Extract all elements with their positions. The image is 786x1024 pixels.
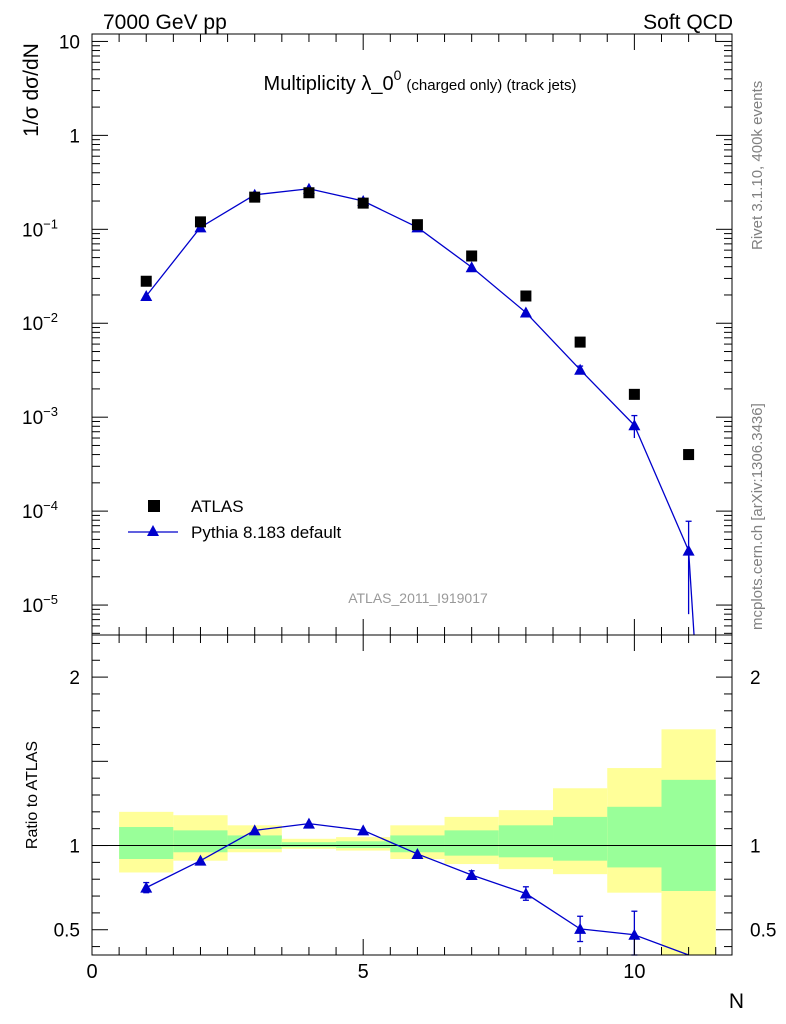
atlas-point <box>140 275 152 287</box>
main-plot-frame <box>91 33 733 636</box>
mcplots-source-label: mcplots.cern.ch [arXiv:1306.3436] <box>749 403 766 630</box>
main-y-axis-label: 1/σ dσ/dN <box>20 43 43 137</box>
atlas-point <box>249 191 261 203</box>
pythia-point <box>682 544 695 556</box>
header-energy-label: 7000 GeV pp <box>103 11 227 34</box>
x-tick-label: 5 <box>358 961 369 983</box>
main-y-tick-label: 10−1 <box>22 216 58 241</box>
ratio-inner-band <box>498 825 554 858</box>
ratio-point <box>628 928 641 940</box>
atlas-point <box>520 290 532 302</box>
ratio-inner-band <box>336 841 391 849</box>
main-y-tick-label: 10−4 <box>22 498 58 523</box>
rivet-version-label: Rivet 3.1.10, 400k events <box>749 81 766 250</box>
main-y-tick-label: 10−3 <box>22 404 58 429</box>
plot-title-superscript: 0 <box>394 67 402 83</box>
ratio-y-tick-label-right: 2 <box>750 668 761 689</box>
plot-title-suffix: (charged only) (track jets) <box>406 77 576 94</box>
ratio-axis-ticks <box>91 635 732 955</box>
atlas-point <box>194 216 206 228</box>
ratio-y-tick-label: 1 <box>69 837 80 858</box>
pythia-point <box>140 290 153 302</box>
ratio-tick-labels: 0.5 0.5 1 1 2 2 0 5 10 <box>54 668 777 983</box>
pythia-curve <box>145 188 695 636</box>
main-y-tick-label: 10 <box>59 32 80 53</box>
ratio-point <box>357 824 370 836</box>
header-category-label: Soft QCD <box>643 11 733 34</box>
ratio-uncertainty-bands <box>119 729 716 955</box>
legend: ATLAS Pythia 8.183 default <box>128 497 342 542</box>
pythia-point <box>519 306 532 318</box>
ratio-point <box>465 869 478 880</box>
atlas-point <box>574 336 586 348</box>
ratio-point <box>248 824 261 836</box>
ratio-inner-band <box>444 830 499 856</box>
legend-pythia-marker <box>147 525 159 536</box>
ratio-point <box>302 817 315 829</box>
atlas-point <box>628 388 640 400</box>
ratio-point <box>411 847 424 859</box>
atlas-point <box>466 250 478 262</box>
ratio-y-axis-label: Ratio to ATLAS <box>24 741 41 849</box>
pythia-point <box>628 419 641 431</box>
ratio-plot-panel: 0.5 0.5 1 1 2 2 0 5 10 Ratio to ATLAS N <box>24 634 777 1013</box>
ratio-point <box>194 854 207 866</box>
main-y-tick-label: 10−2 <box>22 310 58 335</box>
x-tick-label: 10 <box>623 961 645 983</box>
ratio-inner-band <box>553 816 608 861</box>
main-plot-panel: 10−5 10−4 10−3 10−2 10−1 1 10 Multiplicity λ_0… <box>20 32 733 636</box>
ratio-point <box>140 881 153 893</box>
x-tick-label: 0 <box>86 961 97 983</box>
ratio-inner-band <box>173 830 228 853</box>
ratio-y-tick-label: 0.5 <box>54 921 80 942</box>
pythia-point <box>574 363 587 375</box>
ratio-y-tick-label-right: 0.5 <box>750 921 776 942</box>
ratio-data-marks <box>140 817 689 956</box>
ratio-y-tick-label-right: 1 <box>750 837 761 858</box>
ratio-inner-band <box>607 806 662 868</box>
main-y-tick-labels: 10−5 10−4 10−3 10−2 10−1 1 10 <box>22 32 80 617</box>
plot-title-main: Multiplicity λ_0 <box>264 73 394 95</box>
main-axis-ticks <box>91 34 732 635</box>
pythia-point <box>465 261 478 273</box>
main-y-tick-label: 10−5 <box>22 592 58 617</box>
ratio-y-tick-label: 2 <box>69 668 80 689</box>
legend-atlas-marker <box>148 500 160 512</box>
ratio-inner-band <box>661 779 716 891</box>
atlas-point <box>411 219 423 231</box>
legend-pythia-label: Pythia 8.183 default <box>191 523 342 542</box>
atlas-point <box>357 197 369 209</box>
plot-title: Multiplicity λ_00(charged only) (track j… <box>264 67 577 95</box>
ratio-inner-band <box>281 842 337 848</box>
analysis-watermark: ATLAS_2011_I919017 <box>348 590 488 606</box>
ratio-inner-band <box>119 827 174 859</box>
ratio-plot-frame <box>91 634 733 956</box>
ratio-point <box>519 887 532 899</box>
ratio-inner-band <box>227 835 282 849</box>
main-data-marks <box>140 182 695 636</box>
main-y-tick-label: 1 <box>69 126 80 147</box>
ratio-point <box>574 922 587 934</box>
legend-atlas-label: ATLAS <box>191 497 244 516</box>
x-axis-label: N <box>729 990 744 1013</box>
atlas-point <box>303 187 315 199</box>
atlas-point <box>683 449 695 461</box>
